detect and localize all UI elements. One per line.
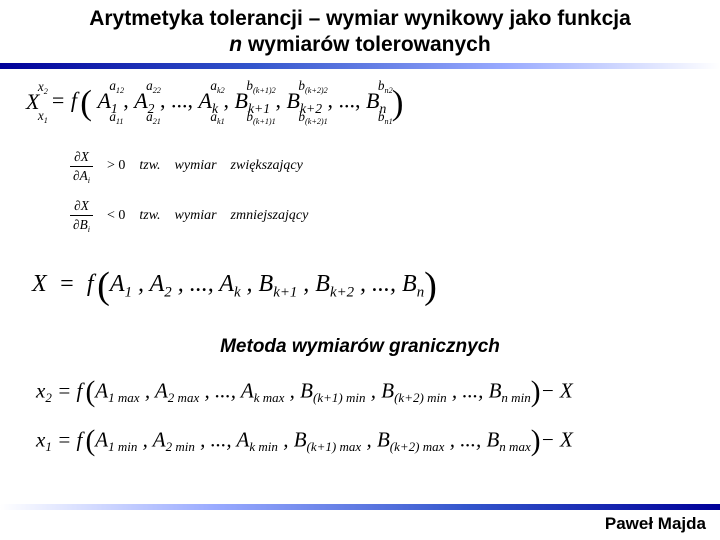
condition-increasing: ∂X∂Ai > 0 tzw. wymiar zwiększający: [70, 149, 700, 185]
equation-x2: x2 = f(A1 max , A2 max , ..., Ak max , B…: [36, 376, 700, 409]
content-area: Xx2x1 = f( A1a12a11 , A2a22a21 , ..., Ak…: [0, 69, 720, 459]
condition-decreasing: ∂X∂Bi < 0 tzw. wymiar zmniejszający: [70, 198, 700, 234]
equation-main: Xx2x1 = f( A1a12a11 , A2a22a21 , ..., Ak…: [26, 83, 700, 123]
title-line1: Arytmetyka tolerancji – wymiar wynikowy …: [89, 7, 631, 30]
equation-simplified: X = f(A1 , A2 , ..., Ak , Bk+1 , Bk+2 , …: [32, 264, 700, 308]
author-label: Paweł Majda: [0, 510, 720, 540]
slide-title: Arytmetyka tolerancji – wymiar wynikowy …: [0, 0, 720, 63]
footer: Paweł Majda: [0, 504, 720, 540]
title-n: n: [229, 33, 242, 56]
section-subtitle: Metoda wymiarów granicznych: [20, 336, 700, 358]
title-line2: wymiarów tolerowanych: [242, 33, 491, 56]
equation-x1: x1 = f(A1 min , A2 min , ..., Ak min , B…: [36, 425, 700, 458]
